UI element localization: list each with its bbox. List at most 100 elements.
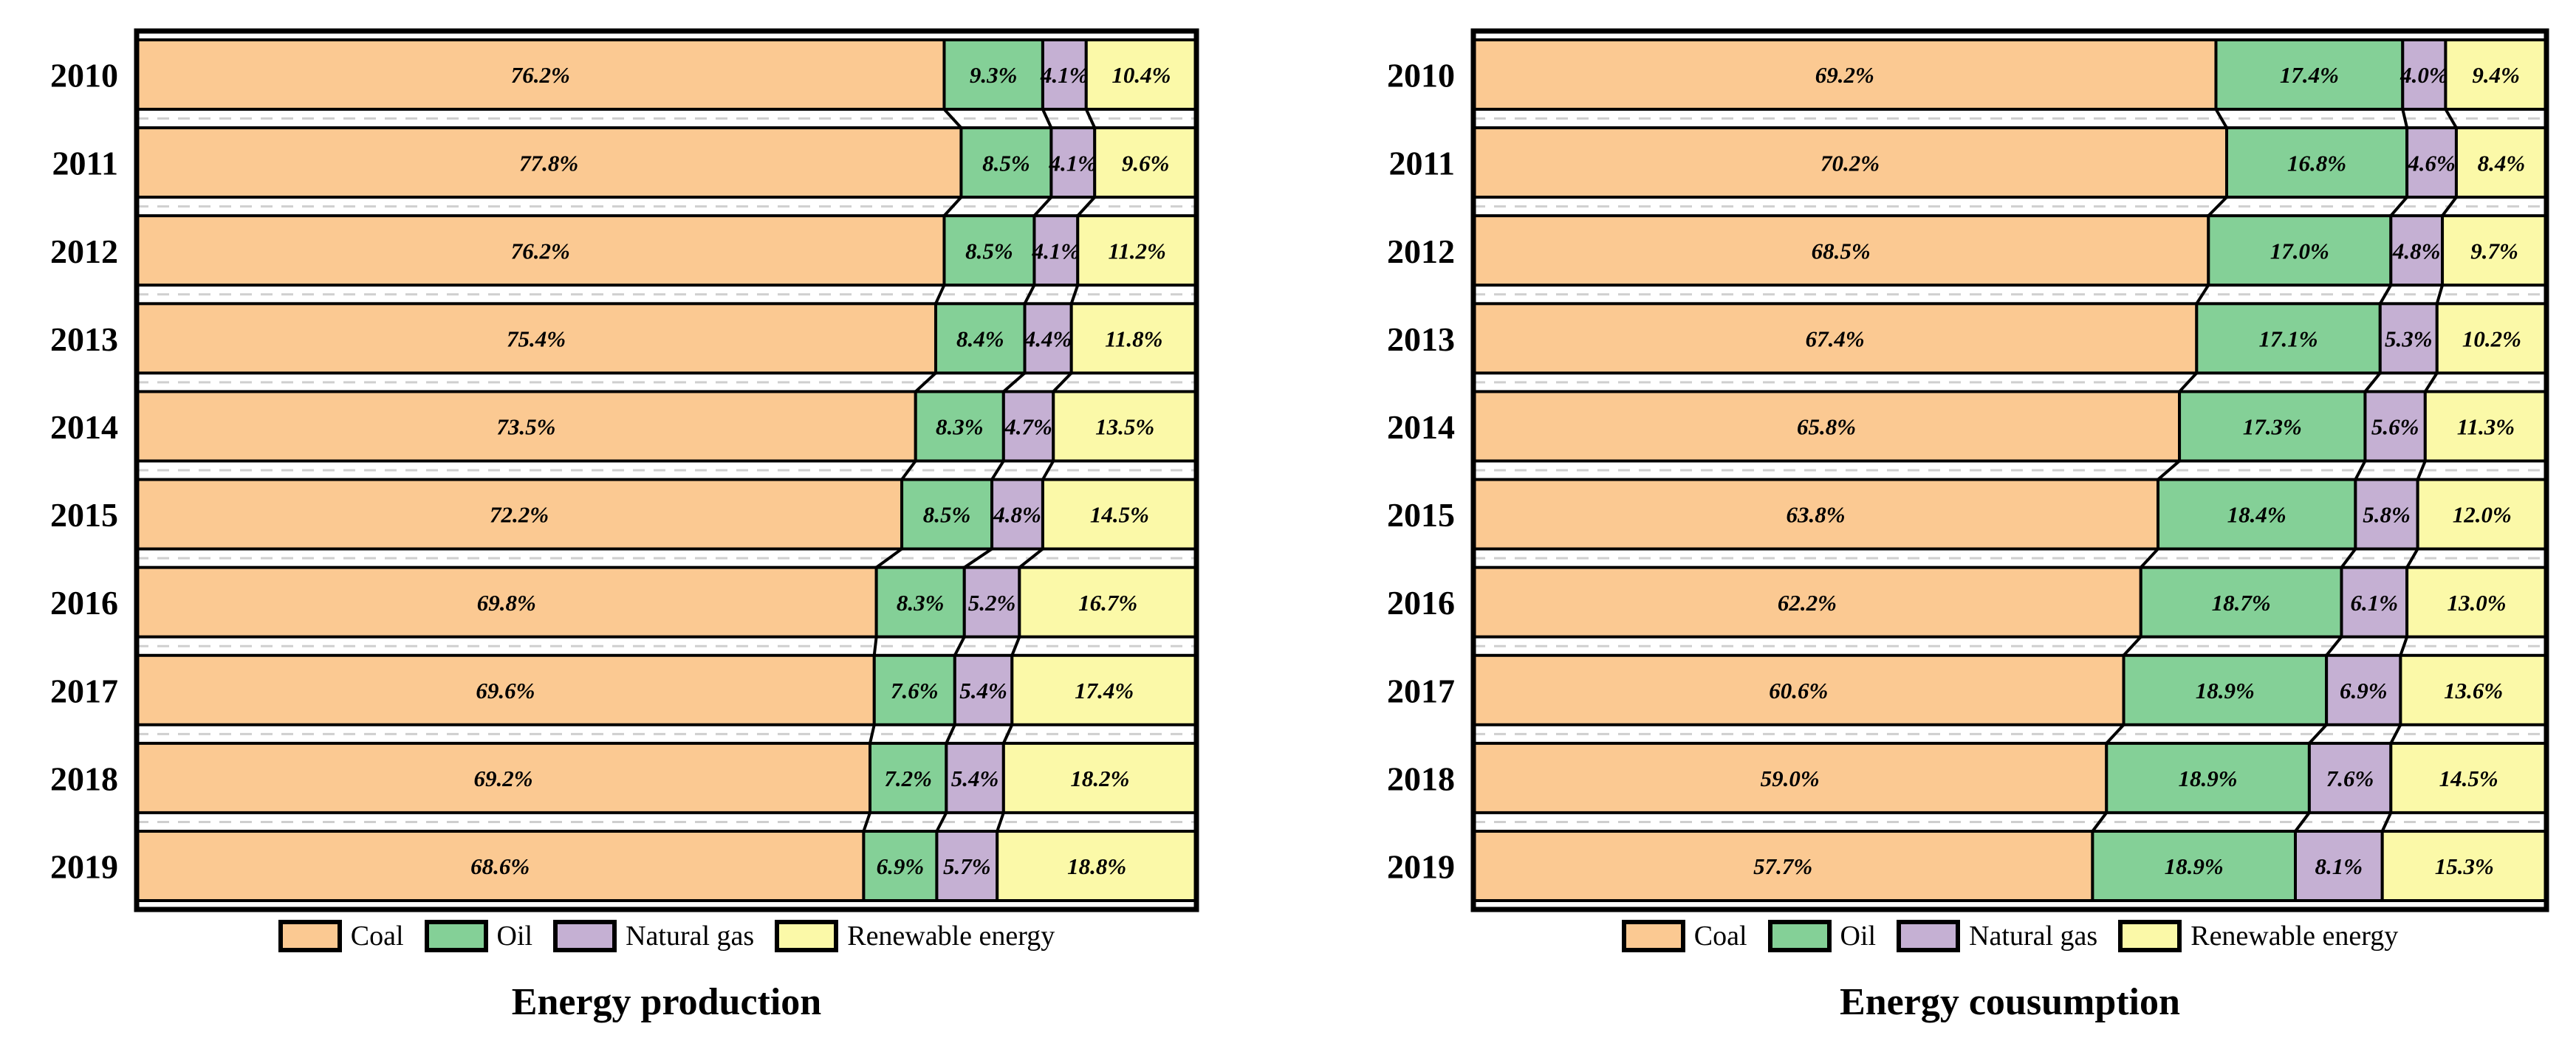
legend-label-coal: Coal — [350, 921, 404, 952]
segment-value-label: 63.8% — [1786, 502, 1845, 528]
segment-value-label: 18.7% — [2212, 590, 2271, 616]
legend-label-renewable-energy: Renewable energy — [2190, 921, 2399, 952]
legend-item-renewable-energy[interactable]: Renewable energy — [775, 920, 1055, 952]
legend-item-coal[interactable]: Coal — [278, 920, 404, 952]
segment-connector-line — [1018, 547, 1044, 569]
segment-connector-line — [2207, 196, 2228, 217]
legend-item-natural-gas[interactable]: Natural gas — [1897, 920, 2097, 952]
legend-item-renewable-energy[interactable]: Renewable energy — [2118, 920, 2398, 952]
bar-segment — [2401, 38, 2447, 111]
segment-value-label: 11.8% — [1105, 326, 1162, 351]
segment-value-label: 4.8% — [2392, 238, 2441, 264]
bar-segment — [959, 126, 1053, 199]
year-tick-label: 2012 — [50, 233, 118, 270]
segment-connector-line — [1023, 284, 1036, 305]
bar-segment — [2389, 214, 2445, 287]
legend-item-oil[interactable]: Oil — [1767, 920, 1876, 952]
bar-segment — [135, 126, 963, 199]
year-tick-label: 2017 — [50, 672, 118, 709]
year-tick-label: 2018 — [1387, 760, 1455, 797]
segment-value-label: 8.1% — [2315, 853, 2363, 879]
bar-segment — [1032, 214, 1080, 287]
segment-value-label: 11.3% — [2457, 414, 2515, 440]
bar-segment — [2380, 830, 2549, 902]
bar-segment — [1472, 38, 2218, 111]
segment-value-label: 77.8% — [519, 150, 578, 176]
segment-value-label: 17.4% — [1075, 678, 1134, 704]
segment-connector-line — [2389, 723, 2402, 744]
segment-value-label: 8.4% — [2478, 150, 2526, 176]
legend-item-coal[interactable]: Coal — [1621, 920, 1747, 952]
bar-segment — [2405, 126, 2458, 199]
segment-value-label: 7.2% — [884, 766, 932, 791]
segment-value-label: 18.9% — [2179, 766, 2238, 791]
segment-value-label: 17.4% — [2280, 62, 2339, 88]
bar-segment — [900, 478, 994, 551]
segment-connector-line — [2325, 636, 2343, 657]
segment-connector-line — [2195, 284, 2210, 305]
legend-item-oil[interactable]: Oil — [424, 920, 533, 952]
segment-connector-line — [1002, 723, 1014, 744]
bar-segment — [2441, 214, 2548, 287]
legend-label-oil: Oil — [496, 921, 533, 952]
legend-item-natural-gas[interactable]: Natural gas — [553, 920, 754, 952]
production-footer: Coal Oil Natural gas Renewable energy En… — [137, 915, 1196, 1024]
year-tick-label: 2010 — [1387, 57, 1455, 94]
segment-value-label: 60.6% — [1769, 678, 1828, 704]
segment-value-label: 9.6% — [1122, 150, 1170, 176]
bar-segment — [135, 478, 904, 551]
segment-value-label: 76.2% — [511, 238, 570, 264]
natural-gas-swatch-icon — [553, 920, 617, 952]
plot-frame — [1470, 28, 2549, 912]
segment-value-label: 69.8% — [477, 590, 536, 616]
year-tick-label: 2012 — [1387, 233, 1455, 270]
segment-value-label: 4.7% — [1004, 414, 1052, 440]
segment-connector-line — [942, 108, 962, 129]
bar-segment — [2444, 38, 2548, 111]
bar-segment — [914, 390, 1005, 463]
segment-connector-line — [2380, 812, 2393, 832]
segment-value-label: 6.9% — [877, 853, 925, 879]
segment-connector-line — [862, 812, 871, 832]
year-tick-label: 2015 — [1387, 496, 1455, 534]
segment-value-label: 62.2% — [1778, 590, 1837, 616]
segment-value-label: 5.6% — [2371, 414, 2419, 440]
plot-frame — [134, 28, 1199, 912]
bar-segment — [2454, 126, 2548, 199]
segment-value-label: 18.8% — [1067, 853, 1126, 879]
segment-value-label: 5.8% — [2363, 502, 2411, 528]
segment-connector-line — [1010, 636, 1021, 656]
legend-label-natural-gas: Natural gas — [1969, 921, 2098, 952]
bar-segment — [1069, 302, 1199, 375]
consumption-plot-area: 69.2% 17.4% 4.0% 9.4% 2010 70.2% 16.8% 4.6% 8.4%… — [1387, 28, 2549, 912]
segment-value-label: 4.1% — [1040, 62, 1089, 88]
segment-value-label: 70.2% — [1820, 150, 1880, 176]
bar-segment — [1076, 214, 1199, 287]
bar-segment — [135, 302, 937, 375]
bar-segment — [1084, 38, 1199, 111]
segment-value-label: 17.0% — [2270, 238, 2329, 264]
segment-connector-line — [2363, 372, 2382, 393]
segment-value-label: 9.3% — [970, 62, 1018, 88]
segment-connector-line — [2340, 548, 2357, 568]
coal-swatch-icon — [1621, 920, 1685, 952]
segment-connector-line — [1041, 109, 1053, 128]
segment-connector-line — [2441, 196, 2458, 217]
segment-connector-line — [2416, 460, 2427, 481]
bar-segment — [2307, 741, 2393, 814]
segment-value-label: 18.4% — [2227, 502, 2286, 528]
consumption-footer: Coal Oil Natural gas Renewable energy En… — [1473, 915, 2546, 1024]
year-tick-label: 2014 — [1387, 408, 1455, 446]
segment-value-label: 76.2% — [511, 62, 570, 88]
bar-segment — [942, 38, 1044, 111]
segment-connector-line — [963, 547, 993, 569]
segment-value-label: 4.1% — [1032, 238, 1080, 264]
bar-segment — [990, 478, 1044, 551]
segment-value-label: 5.4% — [951, 766, 999, 791]
segment-value-label: 4.0% — [2399, 62, 2448, 88]
segment-connector-line — [2294, 811, 2311, 833]
segment-value-label: 11.2% — [1108, 238, 1165, 264]
segment-connector-line — [1002, 371, 1026, 393]
production-plot-area: 76.2% 9.3% 4.1% 10.4% 2010 77.8% 8.5% 4.1% 9.6% 2… — [50, 28, 1199, 912]
